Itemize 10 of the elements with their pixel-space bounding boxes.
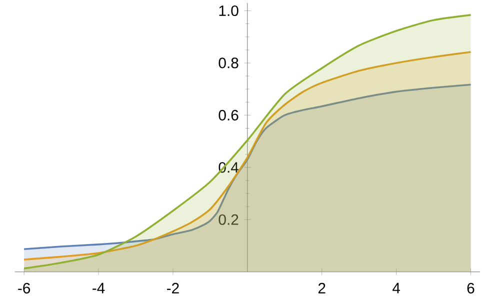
y-tick-label: 0.6 [218, 110, 238, 121]
y-tick-label: 1.0 [219, 6, 238, 16]
y-tick-label: 0.2 [218, 214, 238, 226]
x-tick-label: 4 [392, 283, 400, 294]
x-tick-label: -4 [92, 283, 105, 294]
x-tick-label: 6 [467, 283, 474, 294]
y-tick-label: 0.8 [218, 58, 238, 68]
x-tick-label: -6 [18, 283, 30, 294]
x-tick-label: 2 [318, 283, 326, 294]
x-tick-label: -2 [166, 283, 179, 294]
